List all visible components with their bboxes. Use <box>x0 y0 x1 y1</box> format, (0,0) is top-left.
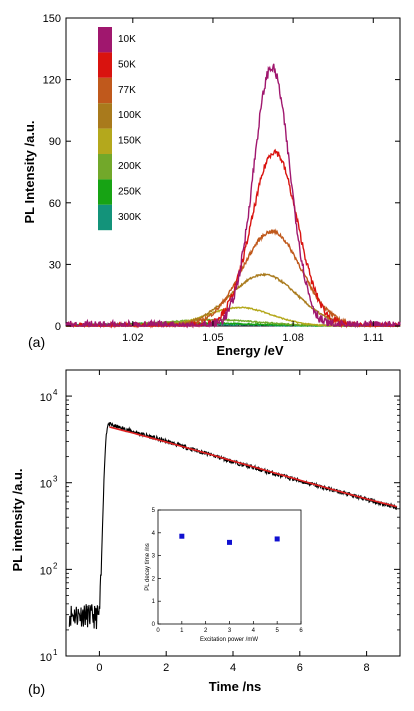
legend-swatch-300K <box>98 204 112 231</box>
legend-swatch-50K <box>98 52 112 78</box>
x-tick-label: 1.02 <box>122 332 143 344</box>
x-tick-label: 4 <box>230 662 236 674</box>
legend-label-300K: 300K <box>118 212 142 223</box>
legend-label-50K: 50K <box>118 59 136 70</box>
legend-label-100K: 100K <box>118 110 142 121</box>
inset-data-point <box>274 536 280 542</box>
y-tick-label: 10 <box>40 565 52 577</box>
inset-x-tick-label: 2 <box>204 628 208 634</box>
panel-b-x-ticks: 0 2 4 6 8 <box>96 370 370 674</box>
x-tick-label: 1.08 <box>282 332 303 344</box>
panel-b-inset: 0 1 2 3 4 5 6 0 1 2 3 4 5 Excitation power /mW PL de… <box>144 505 305 643</box>
inset-y-tick-label: 4 <box>152 531 156 537</box>
y-tick-label: 30 <box>49 259 61 271</box>
inset-background <box>144 505 305 627</box>
series-line-10K <box>65 63 401 329</box>
inset-y-tick-label: 0 <box>152 622 156 628</box>
panel-b-y-axis-label: PL intensity /a.u. <box>10 468 25 571</box>
x-tick-label: 1.05 <box>202 332 223 344</box>
y-tick-label: 10 <box>40 479 52 491</box>
legend-swatch-10K <box>98 27 112 53</box>
series-line-77K <box>66 228 401 328</box>
inset-x-axis-label: Excitation power /mW <box>200 637 258 643</box>
panel-a-label: (a) <box>28 334 45 350</box>
legend-label-200K: 200K <box>118 161 142 172</box>
panel-a-legend: 10K 50K 77K 100K 150K 200K 250K 300K <box>98 27 142 231</box>
legend-label-250K: 250K <box>118 186 142 197</box>
inset-points <box>179 533 280 545</box>
inset-x-tick-label: 5 <box>275 628 279 634</box>
series-line-fit <box>109 426 397 508</box>
inset-y-tick-label: 3 <box>152 554 156 560</box>
inset-x-tick-label: 6 <box>299 628 303 634</box>
x-tick-label: 1.11 <box>363 332 384 344</box>
x-tick-label: 2 <box>163 662 169 674</box>
y-tick-exponent: 1 <box>53 648 58 657</box>
x-tick-label: 8 <box>364 662 370 674</box>
y-tick-label: 0 <box>55 321 61 333</box>
legend-swatch-200K <box>98 154 112 180</box>
inset-y-tick-label: 1 <box>152 599 156 605</box>
legend-label-77K: 77K <box>118 85 136 96</box>
y-tick-label: 10 <box>40 392 52 404</box>
panel-a-curves <box>65 63 401 329</box>
inset-data-point <box>179 533 185 539</box>
legend-swatch-77K <box>98 77 112 104</box>
panel-b-curves <box>68 421 398 630</box>
panel-a-y-axis-label: PL Intensity /a.u. <box>22 120 37 223</box>
inset-data-point <box>227 539 232 545</box>
x-tick-label: 6 <box>297 662 303 674</box>
panel-a-x-axis-label: Energy /eV <box>216 343 284 358</box>
legend-swatch-100K <box>98 103 112 129</box>
legend-swatch-250K <box>98 179 112 205</box>
panel-b-x-axis-label: Time /ns <box>209 679 262 694</box>
x-tick-label: 0 <box>96 662 102 674</box>
legend-label-150K: 150K <box>118 136 142 147</box>
y-tick-exponent: 3 <box>53 475 58 484</box>
y-tick-exponent: 2 <box>53 561 58 570</box>
y-tick-label: 120 <box>43 75 61 87</box>
panel-a-plot-frame <box>65 17 401 327</box>
panel-a-y-ticks: 0 30 60 90 120 150 <box>43 13 400 333</box>
legend-swatch-150K <box>98 128 112 154</box>
inset-y-tick-label: 2 <box>152 576 156 582</box>
legend-label-10K: 10K <box>118 34 136 45</box>
y-tick-label: 150 <box>43 13 61 25</box>
y-tick-exponent: 4 <box>53 388 58 397</box>
panel-b-label: (b) <box>28 681 45 697</box>
inset-ticks: 0 1 2 3 4 5 6 0 1 2 3 4 5 <box>152 508 304 634</box>
panel-a-chart: 1.02 1.05 1.08 1.11 0 30 60 90 120 150 10K 50K 77K… <box>22 13 401 358</box>
inset-x-tick-label: 1 <box>180 628 184 634</box>
inset-x-tick-label: 4 <box>252 628 256 634</box>
y-tick-label: 10 <box>40 652 52 664</box>
inset-x-tick-label: 0 <box>156 628 160 634</box>
inset-x-tick-label: 3 <box>228 628 232 634</box>
panel-a-x-ticks: 1.02 1.05 1.08 1.11 <box>122 18 384 344</box>
inset-y-tick-label: 5 <box>152 508 156 514</box>
inset-y-axis-label: PL decay time /ns <box>145 543 151 590</box>
y-tick-label: 90 <box>49 136 61 148</box>
y-tick-label: 60 <box>49 198 61 210</box>
